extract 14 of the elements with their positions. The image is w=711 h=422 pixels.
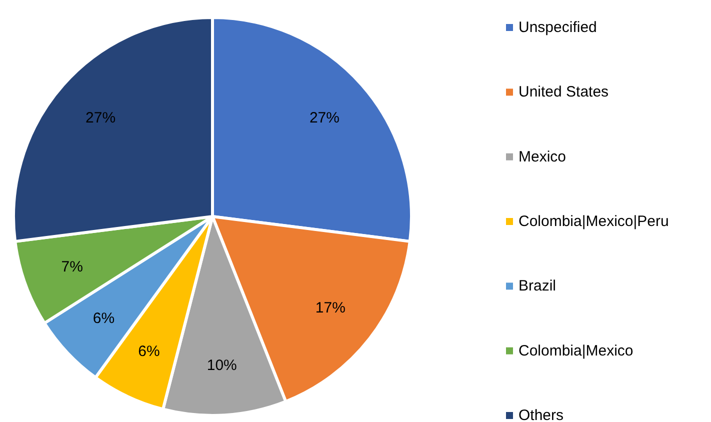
data-label: 17% [315,299,346,316]
data-label: 6% [138,343,160,360]
data-label: 10% [206,356,237,374]
legend-label: Unspecified [518,19,597,36]
data-label: 27% [86,109,116,126]
data-label: 7% [61,258,83,276]
legend-label: Colombia|Mexico|Peru [518,213,669,230]
data-label: 6% [92,310,115,328]
legend-label: United States [518,84,609,101]
legend-label: Others [518,407,564,422]
legend-label: Mexico [518,148,566,166]
legend-label: Colombia|Mexico [518,342,634,360]
legend-label: Brazil [518,278,556,295]
data-label: 27% [309,109,340,126]
